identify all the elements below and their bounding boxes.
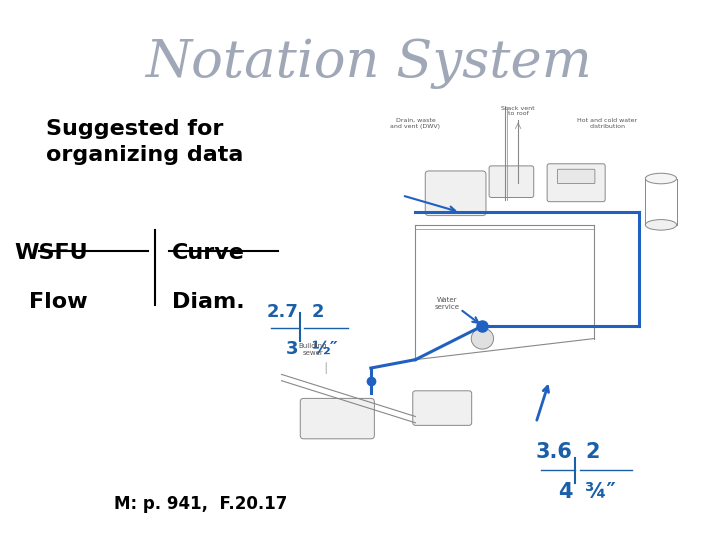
Text: Diam.: Diam. bbox=[172, 292, 245, 312]
FancyBboxPatch shape bbox=[489, 166, 534, 198]
Text: Water
service: Water service bbox=[434, 297, 459, 310]
Text: Building
sewer: Building sewer bbox=[299, 343, 327, 356]
FancyBboxPatch shape bbox=[426, 171, 486, 215]
Text: ¾″: ¾″ bbox=[585, 482, 616, 502]
Text: Suggested for
organizing data: Suggested for organizing data bbox=[46, 119, 243, 165]
Text: WSFU: WSFU bbox=[14, 243, 88, 263]
Ellipse shape bbox=[645, 220, 677, 230]
Text: Drain, waste
and vent (DWV): Drain, waste and vent (DWV) bbox=[390, 118, 441, 129]
Text: 3: 3 bbox=[286, 340, 299, 358]
FancyBboxPatch shape bbox=[300, 399, 374, 439]
Circle shape bbox=[472, 328, 494, 349]
Text: Notation System: Notation System bbox=[145, 38, 593, 89]
Text: 3.6: 3.6 bbox=[536, 442, 572, 462]
Ellipse shape bbox=[645, 173, 677, 184]
Text: 4: 4 bbox=[558, 482, 572, 502]
Text: 2.7: 2.7 bbox=[267, 303, 299, 321]
FancyBboxPatch shape bbox=[547, 164, 606, 201]
Text: Flow: Flow bbox=[30, 292, 88, 312]
Text: M: p. 941,  F.20.17: M: p. 941, F.20.17 bbox=[114, 495, 287, 513]
Text: ½″: ½″ bbox=[311, 340, 338, 358]
Text: 2: 2 bbox=[311, 303, 324, 321]
FancyBboxPatch shape bbox=[557, 169, 595, 184]
FancyBboxPatch shape bbox=[413, 391, 472, 426]
Text: Hot and cold water
distribution: Hot and cold water distribution bbox=[577, 118, 637, 129]
Text: Stack vent
to roof: Stack vent to roof bbox=[501, 105, 535, 116]
Text: Curve: Curve bbox=[172, 243, 246, 263]
Text: 2: 2 bbox=[585, 442, 600, 462]
